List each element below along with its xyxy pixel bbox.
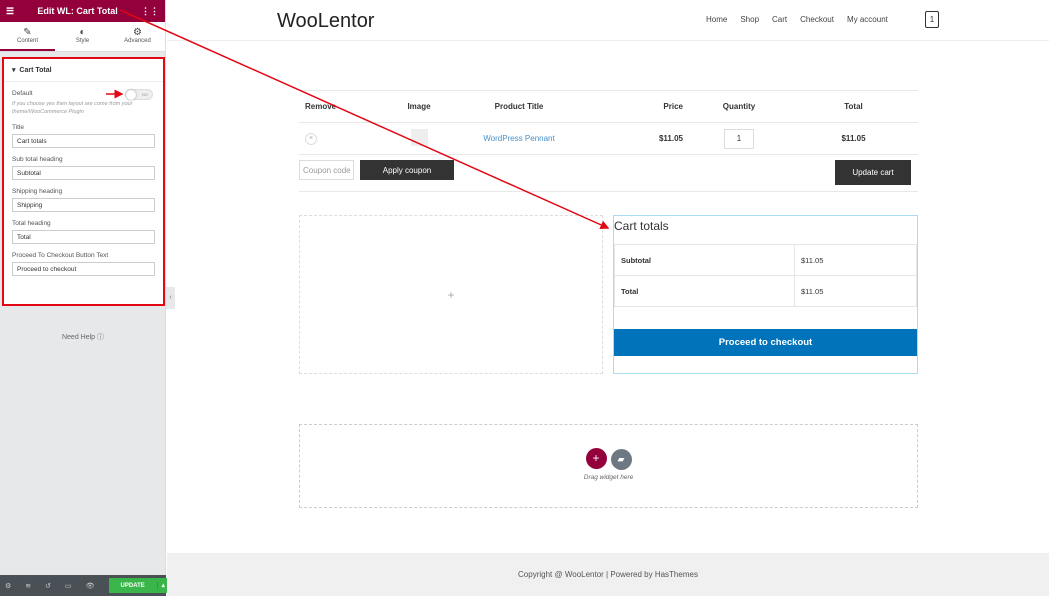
col-total: Total [789, 90, 918, 123]
site-preview: WooLentor Home Shop Cart Checkout My acc… [167, 0, 1049, 596]
subtotal-label: Sub total heading [12, 156, 63, 163]
site-logo[interactable]: WooLentor [277, 10, 375, 32]
need-help-link[interactable]: Need Help ⓘ [0, 332, 166, 342]
history-icon[interactable]: ↺ [45, 582, 52, 590]
drop-zone[interactable]: + ▰ Drag widget here [299, 424, 918, 508]
settings-icon[interactable]: ⚙ [5, 582, 12, 590]
subtotal-input[interactable]: Subtotal [12, 166, 155, 180]
nav-cart[interactable]: Cart [772, 15, 788, 24]
default-toggle[interactable]: NO [125, 89, 153, 100]
nav-my-account[interactable]: My account [846, 15, 888, 24]
default-note: If you choose yes then layout are come f… [12, 101, 133, 115]
responsive-icon[interactable]: ▭ [65, 582, 72, 590]
subtotal-value: $11.05 [794, 244, 917, 276]
product-title-link[interactable]: WordPress Pennant [449, 122, 589, 155]
default-label: Default [12, 90, 33, 97]
nav-checkout[interactable]: Checkout [800, 15, 834, 24]
cart-totals-widget[interactable]: Cart totals Subtotal $11.05 Total $11.05 P… [613, 215, 918, 374]
section-title: Cart Total [19, 67, 52, 74]
total-label: Total heading [12, 220, 51, 227]
half-circle-icon: ◐ [79, 27, 86, 38]
table-row: × WordPress Pennant $11.05 1 $11.05 [299, 122, 918, 155]
col-price: Price [589, 90, 689, 123]
cart-total-section: ▾ Cart Total Default NO If you choose ye… [2, 57, 165, 306]
main-nav: Home Shop Cart Checkout My account [706, 15, 888, 24]
nav-home[interactable]: Home [706, 15, 728, 24]
tab-label: Content [16, 38, 38, 44]
checkout-text-input[interactable]: Proceed to checkout [12, 262, 155, 276]
gear-icon: ⚙ [133, 27, 142, 38]
totals-table: Subtotal $11.05 Total $11.05 [614, 244, 917, 307]
tab-content[interactable]: ✎ Content [0, 22, 55, 51]
total-label: Total [614, 275, 795, 307]
preview-icon[interactable]: 👁 [85, 582, 95, 590]
apply-coupon-button[interactable]: Apply coupon [360, 160, 454, 180]
menu-icon[interactable]: ☰ [6, 5, 15, 16]
section-header[interactable]: ▾ Cart Total [4, 59, 163, 82]
add-widget-column[interactable]: + [299, 215, 603, 374]
subtotal-label: Subtotal [614, 244, 795, 276]
tab-advanced[interactable]: ⚙ Advanced [110, 22, 165, 51]
total-value: $11.05 [794, 275, 917, 307]
proceed-to-checkout-button[interactable]: Proceed to checkout [614, 329, 917, 356]
collapse-panel-button[interactable]: ‹ [166, 287, 175, 309]
caret-up-icon[interactable]: ▴ [156, 582, 169, 589]
tab-style[interactable]: ◐ Style [55, 22, 110, 51]
title-label: Title [12, 124, 25, 131]
update-cart-button[interactable]: Update cart [835, 160, 911, 185]
product-thumbnail[interactable] [410, 129, 428, 147]
col-image: Image [389, 90, 449, 123]
layers-icon[interactable]: ≋ [25, 582, 32, 590]
shipping-label: Shipping heading [12, 188, 63, 195]
tab-label: Style [75, 38, 90, 44]
remove-cell: × [299, 122, 389, 155]
col-title: Product Title [449, 90, 589, 123]
update-label: UPDATE [120, 582, 145, 589]
add-section-icon[interactable]: + [585, 448, 607, 469]
update-button[interactable]: UPDATE ▴ [108, 578, 169, 593]
cart-table: Remove Image Product Title Price Quantit… [299, 90, 918, 155]
col-remove: Remove [299, 90, 389, 123]
image-cell [389, 122, 449, 155]
col-quantity: Quantity [689, 90, 789, 123]
table-row: Total $11.05 [614, 275, 917, 307]
panel-header: ☰ Edit WL: Cart Total ⋮⋮ [0, 0, 165, 22]
table-header-row: Remove Image Product Title Price Quantit… [299, 90, 918, 123]
question-icon: ⓘ [97, 334, 105, 341]
cart-actions: Coupon code Apply coupon Update cart [299, 154, 918, 192]
help-text: Need Help [61, 334, 96, 341]
cart-icon[interactable]: 1 [925, 11, 939, 28]
quantity-cell: 1 [689, 122, 789, 155]
quantity-input[interactable]: 1 [724, 128, 754, 149]
grid-icon[interactable]: ⋮⋮ [141, 5, 159, 16]
panel-title: Edit WL: Cart Total [37, 6, 118, 16]
checkout-text-label: Proceed To Checkout Button Text [12, 252, 109, 259]
tab-label: Advanced [124, 38, 151, 44]
pencil-icon: ✎ [23, 27, 32, 38]
title-input[interactable]: Cart totals [12, 134, 155, 148]
nav-shop[interactable]: Shop [740, 15, 760, 24]
total-input[interactable]: Total [12, 230, 155, 244]
product-price: $11.05 [589, 122, 689, 155]
cart-totals-title: Cart totals [614, 219, 669, 233]
product-total: $11.05 [789, 122, 918, 155]
folder-icon[interactable]: ▰ [610, 449, 632, 470]
coupon-input[interactable]: Coupon code [299, 160, 354, 180]
header-divider [167, 40, 1049, 41]
toggle-text: NO [142, 92, 148, 97]
panel-footer: ⚙ ≋ ↺ ▭ 👁 UPDATE ▴ [0, 575, 169, 596]
table-row: Subtotal $11.05 [614, 244, 917, 276]
elementor-panel: ☰ Edit WL: Cart Total ⋮⋮ ✎ Content ◐ Style… [0, 0, 169, 596]
site-footer: Copyright @ WooLentor | Powered by HasTh… [167, 553, 1049, 596]
drag-widget-text: Drag widget here [583, 474, 634, 481]
shipping-input[interactable]: Shipping [12, 198, 155, 212]
remove-icon[interactable]: × [305, 132, 317, 145]
